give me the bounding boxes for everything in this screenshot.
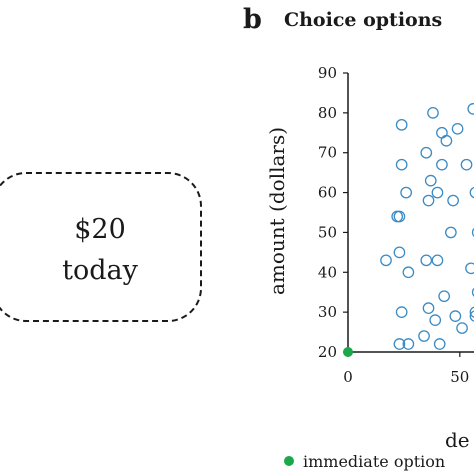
y-tick-label: 80 bbox=[318, 104, 337, 122]
delayed-option-point bbox=[469, 310, 474, 322]
delayed-option-point bbox=[467, 103, 474, 115]
chart-title: Choice options bbox=[284, 9, 443, 31]
delayed-option-point bbox=[395, 118, 408, 131]
delayed-option-point bbox=[456, 322, 468, 334]
panel-letter: b bbox=[243, 4, 262, 35]
delayed-option-point bbox=[433, 338, 446, 350]
delayed-option-point bbox=[393, 246, 406, 259]
delayed-option-point bbox=[429, 314, 442, 326]
delayed-option-point bbox=[422, 194, 435, 207]
delayed-option-point bbox=[393, 338, 406, 350]
delayed-option-point bbox=[424, 174, 437, 187]
delayed-option-point bbox=[460, 158, 473, 171]
delayed-option-point bbox=[395, 306, 408, 318]
x-tick-label: 50 bbox=[450, 368, 469, 386]
immediate-option-box bbox=[0, 172, 202, 322]
y-tick-label: 30 bbox=[318, 303, 337, 321]
delayed-option-point bbox=[438, 290, 451, 303]
delayed-option-point bbox=[431, 254, 444, 267]
y-tick-label: 20 bbox=[318, 343, 337, 361]
legend-marker bbox=[284, 456, 294, 466]
delayed-option-point bbox=[449, 310, 462, 322]
immediate-option-point bbox=[343, 347, 353, 357]
y-tick-label: 70 bbox=[318, 144, 337, 162]
delayed-option-point bbox=[418, 330, 430, 342]
delayed-option-point bbox=[393, 210, 406, 223]
data-points bbox=[343, 103, 474, 357]
delayed-option-point bbox=[436, 126, 448, 139]
delayed-option-point bbox=[400, 186, 412, 199]
delayed-option-point bbox=[395, 158, 408, 171]
delayed-option-point bbox=[402, 338, 415, 350]
y-tick-label: 60 bbox=[318, 184, 337, 202]
delayed-option-point bbox=[420, 146, 433, 159]
x-tick-label: 0 bbox=[343, 368, 353, 386]
delayed-option-point bbox=[447, 194, 459, 207]
delayed-option-point bbox=[451, 122, 464, 135]
delayed-option-point bbox=[445, 226, 457, 239]
delayed-option-point bbox=[420, 254, 433, 267]
delayed-option-point bbox=[471, 227, 474, 237]
delayed-option-point bbox=[380, 254, 392, 267]
delayed-option-point bbox=[427, 107, 439, 119]
delayed-option-point bbox=[431, 186, 444, 199]
delayed-option-point bbox=[402, 266, 415, 279]
ticks: 20 30 40 50 60 70 80 90 0 50 bbox=[318, 64, 469, 386]
y-tick-label: 90 bbox=[318, 64, 337, 82]
delayed-option-point bbox=[469, 186, 474, 199]
x-axis-label: de bbox=[445, 428, 470, 452]
axes bbox=[347, 73, 474, 353]
y-axis-label: amount (dollars) bbox=[265, 127, 289, 295]
delayed-option-point bbox=[469, 306, 474, 318]
delayed-option-point bbox=[465, 262, 474, 275]
y-tick-label: 40 bbox=[318, 263, 337, 281]
delayed-option-point bbox=[471, 287, 474, 297]
y-tick-label: 50 bbox=[318, 223, 337, 241]
delayed-option-point bbox=[391, 210, 404, 223]
delayed-option-point bbox=[440, 134, 453, 147]
delayed-option-point bbox=[436, 158, 448, 171]
option-amount: $20 bbox=[74, 214, 126, 245]
option-time: today bbox=[62, 255, 138, 286]
legend-immediate-label: immediate option bbox=[303, 452, 445, 471]
delayed-option-point bbox=[422, 302, 435, 315]
